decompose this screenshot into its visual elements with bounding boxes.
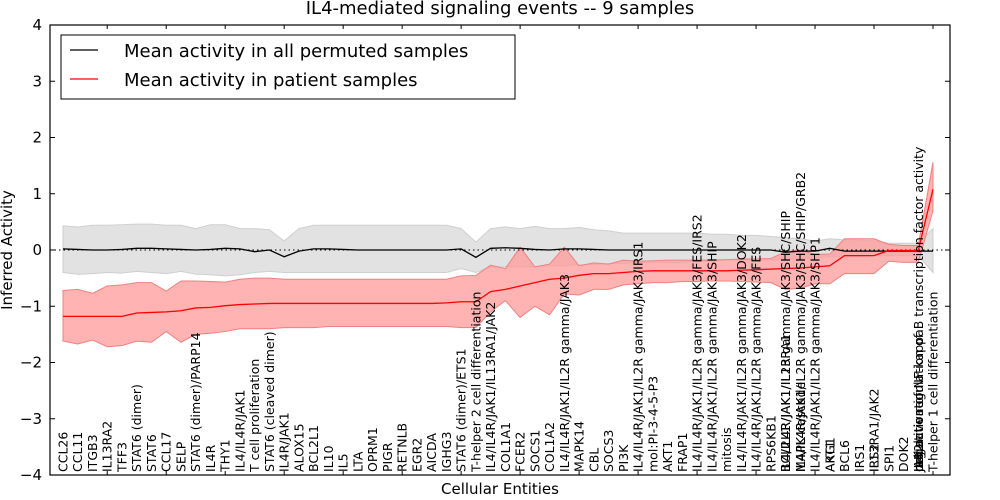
category-label: SOCS3 (601, 430, 616, 472)
category-label: DOK2 (896, 436, 911, 472)
y-axis-label: Inferred Activity (0, 190, 16, 310)
legend-label-patient: Mean activity in patient samples (124, 70, 418, 91)
category-label: cell activation (911, 385, 926, 472)
category-label: mol:PI-3-4-5-P3 (645, 376, 660, 472)
category-label: RPS6KB1 (763, 415, 778, 472)
x-axis-label: Cellular Entities (441, 480, 559, 498)
y-tick-label: −2 (20, 354, 42, 372)
patient-confidence-band (62, 162, 934, 348)
category-label: IL4R (203, 444, 218, 472)
category-label: MAPK cascade (793, 381, 808, 472)
category-label: negative regulation of (911, 333, 926, 472)
category-label: BCL6 (837, 440, 852, 472)
category-label: PIGR (380, 442, 395, 472)
category-label: RETNLB (395, 423, 410, 472)
category-label: AICDA (424, 433, 439, 472)
legend-box (60, 34, 516, 100)
category-label: THY1 (218, 439, 233, 473)
chart-title: IL4-mediated signaling events -- 9 sampl… (306, 0, 695, 19)
category-label: MAPK14 (572, 421, 587, 472)
category-label: ARG1 (822, 437, 837, 472)
category-label: IL4/IL4R/JAK1/IL2R gamma/JAK3/FES/IRS2 (690, 214, 705, 472)
y-tick-label: −1 (20, 297, 42, 315)
y-tick-label: 0 (32, 241, 42, 259)
category-label: AKT1 (660, 441, 675, 472)
legend: Mean activity in all permuted samples Me… (60, 34, 516, 100)
category-label: CCL11 (70, 432, 85, 472)
category-label: regulation of NF-kappaB transcription fa… (911, 146, 926, 472)
category-label: IL10 (321, 445, 336, 472)
category-label: COL1A1 (498, 422, 513, 472)
category-label: IL4/IL4R/JAK1/IL2R gamma/JAK3/FES (749, 247, 764, 472)
category-label: LTA (350, 451, 365, 472)
bands-layer (62, 162, 934, 348)
y-tick-label: 2 (32, 129, 42, 147)
category-label: IRS1 (852, 444, 867, 472)
category-label: STAT6 (144, 434, 159, 472)
category-label: ALOX15 (291, 423, 306, 472)
category-label: TFF3 (114, 442, 129, 473)
category-label: T cell proliferation (247, 359, 262, 473)
category-label: IRS2 (867, 444, 882, 472)
category-label: IL4/IL4R/JAK1/IL13RA1 (778, 334, 793, 472)
category-labels: CCL26 CCL11 ITGB3 IL13RA2 TFF3 STAT6 (dimer) S… (56, 146, 941, 473)
category-label: STAT6 (cleaved dimer) (262, 331, 277, 472)
category-label: IL4/IL4R/JAK1 (232, 390, 247, 472)
legend-label-permuted: Mean activity in all permuted samples (124, 41, 468, 62)
y-tick-label: 4 (32, 16, 42, 34)
category-label: BCL2L1 (778, 425, 793, 472)
y-tick-label: 1 (32, 185, 42, 203)
category-label: FRAP1 (675, 433, 690, 472)
category-label: IL4/IL4R/JAK1 (793, 390, 808, 472)
category-label: IL4/IL4R/JAK1/IL2R gamma/JAK3/SHC/SHIP (778, 211, 793, 472)
permuted-confidence-band (62, 223, 934, 277)
category-label: IL5 (336, 453, 351, 472)
y-tick-label: 3 (32, 72, 42, 90)
permuted-mean-line (62, 247, 933, 259)
category-label: IL13RA2 (100, 421, 115, 472)
category-label: CCL17 (159, 432, 174, 472)
category-label: JAK2 (911, 444, 926, 473)
category-label: COL1A2 (542, 422, 557, 472)
category-label: T-helper 1 cell differentiation (926, 292, 941, 473)
patient-mean-line (63, 189, 934, 318)
category-label: IL4/IL4R/JAK1/IL2R gamma/JAK3/SHP1 (808, 237, 823, 472)
category-label: IL4/IL4R/JAK1/IL2R gamma/JAK3/DOK2 (734, 234, 749, 472)
category-label: SELP (173, 441, 188, 472)
category-label: CCL26 (56, 432, 71, 472)
category-label: IL4/IL4R/JAK1/IL2R gamma/JAK3/IRS1 (631, 242, 646, 472)
category-label: IL4R/JAK1 (277, 412, 292, 472)
lines-layer (62, 189, 934, 318)
category-label: STAT6 (dimer) (129, 384, 144, 472)
category-label: IL13RA1/JAK2 (867, 388, 882, 472)
y-tick-label: −4 (20, 466, 42, 484)
x-axis-ticks (106, 25, 934, 475)
category-label: IGHG3 (439, 432, 454, 472)
y-axis-ticks: −4 −3 −2 −1 0 1 2 3 4 (20, 16, 950, 484)
category-label: BCL2L1 (306, 425, 321, 472)
category-label: ITGB3 (85, 434, 100, 472)
category-label: IL4/IL4R/JAK1/IL2R gamma/JAK3/SHC/SHIP/G… (793, 172, 808, 472)
category-label: IL4/IL4R/JAK1/IL2R gamma/JAK3 (557, 274, 572, 472)
category-label: IL4 (911, 453, 926, 472)
category-label: T-helper 2 cell differentiation (468, 292, 483, 473)
category-label: SPI1 (881, 445, 896, 472)
category-label: mitosis (719, 427, 734, 472)
category-label: IL4/IL4R/JAK1/IL13RA1/JAK2 (483, 302, 498, 472)
category-label: FCER2 (513, 432, 528, 472)
category-label: AKT1 (822, 441, 837, 472)
y-tick-label: −3 (20, 410, 42, 428)
category-label: STAT6 (dimer)/ETS1 (454, 348, 469, 472)
category-label: IL4/IL4R/JAK1/IL2R gamma/JAK3/SHIP (704, 241, 719, 472)
category-label: PI3K (616, 444, 631, 472)
category-label: EGR2 (409, 438, 424, 472)
category-label: SOCS1 (527, 430, 542, 472)
category-label: STAT6 (dimer)/PARP14 (188, 332, 203, 472)
category-label: OPRM1 (365, 427, 380, 472)
category-label: CBL (586, 448, 601, 472)
